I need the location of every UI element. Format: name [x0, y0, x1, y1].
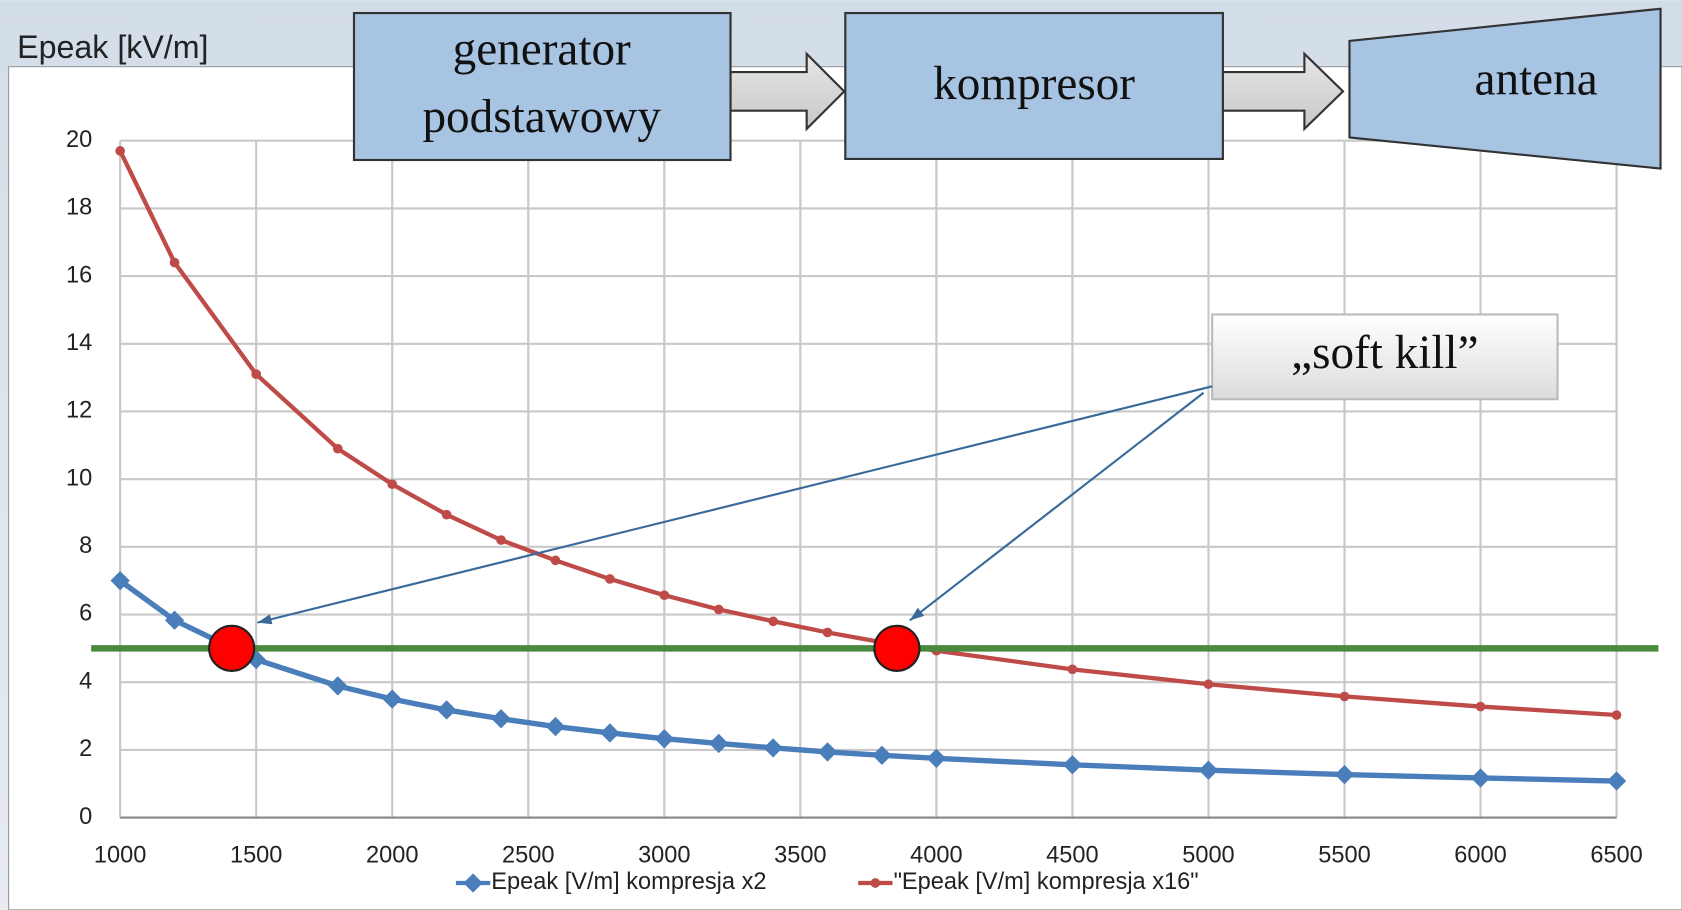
data-point — [605, 574, 615, 584]
x-tick-label: 6000 — [1454, 841, 1506, 867]
data-point — [332, 443, 343, 454]
x-tick-label: 1000 — [94, 841, 146, 867]
y-tick-label: 18 — [66, 194, 92, 220]
x-tick-label: 4500 — [1046, 841, 1098, 867]
legend-label: Epeak [V/m] kompresja x2 — [491, 868, 766, 894]
block — [844, 11, 1224, 161]
data-point — [169, 257, 180, 268]
block — [352, 11, 732, 162]
data-point — [1067, 664, 1078, 675]
block-label: generator — [453, 24, 631, 76]
y-tick-label: 4 — [79, 667, 92, 693]
data-point — [1339, 691, 1350, 702]
highlight-point — [873, 624, 921, 672]
x-tick-label: 3500 — [774, 841, 826, 867]
legend-marker — [870, 878, 881, 888]
x-tick-label: 2500 — [502, 841, 554, 867]
y-tick-label: 20 — [66, 126, 92, 152]
data-point — [164, 610, 185, 630]
data-point — [1470, 768, 1491, 788]
data-point — [382, 689, 402, 709]
legend-label: "Epeak [V/m] kompresja x16" — [894, 868, 1199, 894]
annotation-arrow — [909, 391, 1205, 622]
x-tick-label: 3000 — [638, 841, 690, 867]
series-line — [118, 578, 1617, 784]
data-point — [926, 748, 947, 769]
highlight-point — [208, 624, 256, 672]
block-label: podstawowy — [422, 91, 661, 143]
y-tick-label: 6 — [79, 600, 92, 626]
x-tick-label: 2000 — [366, 841, 418, 867]
y-tick-label: 2 — [79, 735, 92, 761]
y-axis-title: Epeak [kV/m] — [17, 29, 208, 65]
data-point — [659, 590, 670, 601]
y-tick-label: 8 — [79, 532, 92, 558]
data-point — [1606, 771, 1627, 791]
annotation-box — [1211, 313, 1559, 401]
legend-marker — [463, 873, 483, 893]
block-label: kompresor — [933, 58, 1135, 110]
data-point — [110, 571, 130, 591]
data-point — [713, 604, 724, 615]
plot-area: 0 2 4 6 8 10 12 14 16 18 20 1000 1500 2000 2500 3000 350… — [66, 126, 1659, 894]
flow-arrow — [1221, 51, 1345, 132]
data-point — [763, 738, 783, 758]
y-tick-label: 10 — [66, 464, 92, 490]
x-tick-label: 5500 — [1318, 841, 1370, 867]
data-point — [1475, 701, 1486, 712]
data-point — [387, 479, 398, 490]
data-point — [441, 509, 452, 520]
data-point — [328, 676, 348, 696]
data-point — [1611, 710, 1622, 720]
x-tick-label: 4000 — [910, 841, 962, 867]
data-point — [496, 535, 506, 545]
x-tick-label: 6500 — [1590, 841, 1642, 867]
data-point — [872, 745, 892, 765]
arrow-head — [909, 607, 925, 621]
data-point — [822, 627, 833, 638]
diagram: generator podstawowy kompresor antena — [352, 7, 1662, 170]
data-point — [1203, 679, 1214, 690]
y-tick-label: 16 — [66, 261, 92, 287]
data-point — [550, 555, 561, 566]
data-point — [1334, 764, 1355, 785]
y-tick-label: 12 — [66, 397, 92, 423]
x-tick-label: 5000 — [1182, 841, 1234, 867]
block-label: antena — [1475, 54, 1598, 106]
data-point — [115, 146, 125, 156]
data-point — [768, 616, 778, 627]
y-tick-label: 14 — [66, 329, 92, 355]
annotation-arrow — [257, 385, 1213, 624]
data-point — [436, 700, 457, 720]
data-point — [251, 369, 262, 380]
data-point — [654, 729, 674, 749]
flow-arrow — [729, 51, 846, 132]
plot-frame — [8, 66, 1682, 910]
series-line — [118, 149, 1617, 718]
annotation-label: „soft kill” — [1291, 327, 1478, 379]
x-tick-label: 1500 — [230, 841, 282, 867]
y-tick-label: 0 — [79, 803, 92, 829]
antenna — [1348, 7, 1662, 170]
arrow-head — [257, 614, 273, 625]
